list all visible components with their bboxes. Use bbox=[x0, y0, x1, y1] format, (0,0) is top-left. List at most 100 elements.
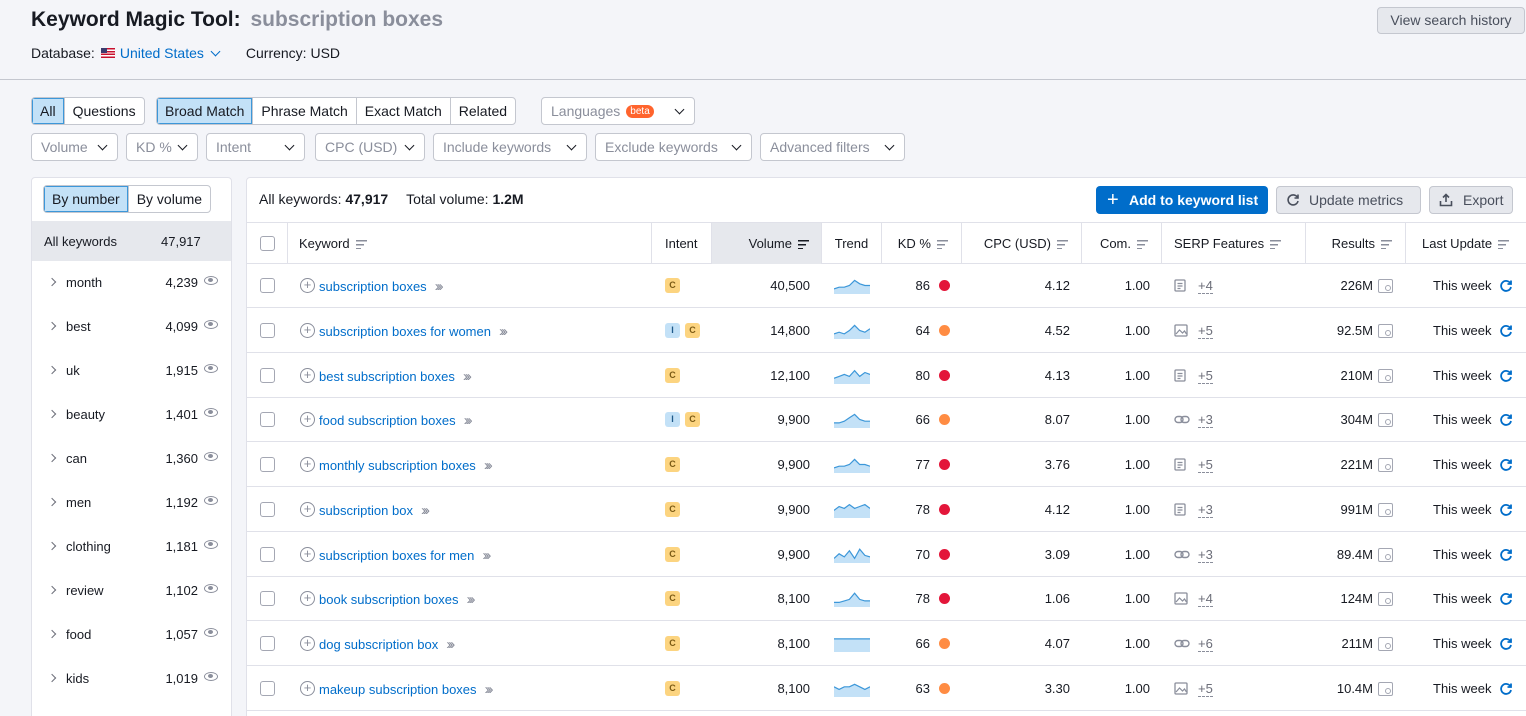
advanced-filters[interactable]: Advanced filters bbox=[760, 133, 905, 161]
eye-icon[interactable] bbox=[204, 320, 218, 329]
keyword-link[interactable]: subscription boxes for men bbox=[319, 548, 475, 563]
add-to-keyword-list-button[interactable]: + Add to keyword list bbox=[1096, 186, 1268, 214]
sidebar-group-item[interactable]: can 1,360 bbox=[32, 437, 231, 481]
serp-snippet-icon[interactable] bbox=[1174, 458, 1188, 471]
serp-preview-icon[interactable] bbox=[1378, 682, 1393, 696]
sidebar-group-item[interactable]: best 4,099 bbox=[32, 305, 231, 349]
serp-more-features[interactable]: +4 bbox=[1198, 278, 1213, 294]
chevron-right-icon[interactable] bbox=[47, 453, 57, 463]
refresh-icon[interactable] bbox=[1499, 548, 1513, 562]
intent-badge[interactable]: C bbox=[665, 681, 680, 696]
serp-more-features[interactable]: +3 bbox=[1198, 502, 1213, 518]
refresh-icon[interactable] bbox=[1499, 369, 1513, 383]
add-keyword-icon[interactable]: + bbox=[300, 368, 315, 383]
column-volume[interactable]: Volume bbox=[712, 223, 822, 264]
eye-icon[interactable] bbox=[204, 452, 218, 461]
keyword-details-icon[interactable]: ››› bbox=[466, 591, 475, 608]
tab-exact-match[interactable]: Exact Match bbox=[357, 98, 451, 124]
eye-icon[interactable] bbox=[204, 628, 218, 637]
chevron-right-icon[interactable] bbox=[47, 629, 57, 639]
intent-badge[interactable]: C bbox=[685, 323, 700, 338]
add-keyword-icon[interactable]: + bbox=[300, 457, 315, 472]
add-keyword-icon[interactable]: + bbox=[300, 502, 315, 517]
row-checkbox[interactable] bbox=[260, 368, 275, 383]
languages-dropdown[interactable]: Languages beta bbox=[541, 97, 695, 125]
column-serp-features[interactable]: SERP Features bbox=[1162, 223, 1306, 264]
serp-more-features[interactable]: +4 bbox=[1198, 591, 1213, 607]
eye-icon[interactable] bbox=[204, 364, 218, 373]
keyword-details-icon[interactable]: ››› bbox=[463, 412, 473, 429]
row-checkbox[interactable] bbox=[260, 323, 275, 338]
tab-related[interactable]: Related bbox=[458, 103, 508, 119]
add-keyword-icon[interactable]: + bbox=[300, 323, 315, 338]
serp-more-features[interactable]: +5 bbox=[1198, 323, 1213, 339]
intent-badge[interactable]: C bbox=[665, 502, 680, 517]
tab-by-number[interactable]: By number bbox=[44, 186, 129, 212]
refresh-icon[interactable] bbox=[1499, 592, 1513, 606]
row-checkbox[interactable] bbox=[260, 636, 275, 651]
chevron-right-icon[interactable] bbox=[47, 321, 57, 331]
serp-preview-icon[interactable] bbox=[1378, 413, 1393, 427]
keyword-link[interactable]: monthly subscription boxes bbox=[319, 458, 476, 473]
export-button[interactable]: Export bbox=[1429, 186, 1513, 214]
keyword-details-icon[interactable]: ››› bbox=[484, 681, 494, 698]
add-keyword-icon[interactable]: + bbox=[300, 591, 315, 606]
row-checkbox[interactable] bbox=[260, 547, 275, 562]
include-keywords-filter[interactable]: Include keywords bbox=[433, 133, 587, 161]
sidebar-group-item[interactable]: uk 1,915 bbox=[32, 349, 231, 393]
keyword-link[interactable]: subscription boxes for women bbox=[319, 324, 491, 339]
keyword-details-icon[interactable]: ››› bbox=[446, 636, 455, 653]
eye-icon[interactable] bbox=[204, 540, 218, 549]
column-last-update[interactable]: Last Update bbox=[1406, 223, 1526, 264]
refresh-icon[interactable] bbox=[1499, 324, 1513, 338]
chevron-down-icon[interactable] bbox=[210, 46, 221, 56]
sidebar-group-item[interactable]: clothing 1,181 bbox=[32, 525, 231, 569]
intent-badge[interactable]: I bbox=[665, 323, 680, 338]
keyword-link[interactable]: makeup subscription boxes bbox=[319, 682, 477, 697]
tab-phrase-match[interactable]: Phrase Match bbox=[253, 98, 357, 124]
chevron-right-icon[interactable] bbox=[47, 409, 57, 419]
refresh-icon[interactable] bbox=[1499, 458, 1513, 472]
add-keyword-icon[interactable]: + bbox=[300, 636, 315, 651]
intent-badge[interactable]: C bbox=[665, 278, 680, 293]
keyword-link[interactable]: food subscription boxes bbox=[319, 413, 456, 428]
serp-preview-icon[interactable] bbox=[1378, 548, 1393, 562]
exclude-keywords-filter[interactable]: Exclude keywords bbox=[595, 133, 752, 161]
sidebar-group-item[interactable]: men 1,192 bbox=[32, 481, 231, 525]
column-keyword[interactable]: Keyword bbox=[288, 223, 652, 264]
intent-badge[interactable]: C bbox=[665, 636, 680, 651]
refresh-icon[interactable] bbox=[1499, 682, 1513, 696]
row-checkbox[interactable] bbox=[260, 412, 275, 427]
serp-image-icon[interactable] bbox=[1174, 324, 1188, 337]
row-checkbox[interactable] bbox=[260, 278, 275, 293]
serp-more-features[interactable]: +5 bbox=[1198, 368, 1213, 384]
serp-preview-icon[interactable] bbox=[1378, 369, 1393, 383]
intent-filter[interactable]: Intent bbox=[206, 133, 305, 161]
kd-filter[interactable]: KD % bbox=[126, 133, 198, 161]
keyword-link[interactable]: subscription box bbox=[319, 503, 413, 518]
chevron-right-icon[interactable] bbox=[47, 277, 57, 287]
sidebar-group-item[interactable]: review 1,102 bbox=[32, 569, 231, 613]
row-checkbox[interactable] bbox=[260, 502, 275, 517]
tab-by-volume[interactable]: By volume bbox=[136, 191, 203, 207]
keyword-details-icon[interactable]: ››› bbox=[498, 323, 508, 340]
eye-icon[interactable] bbox=[204, 408, 218, 417]
intent-badge[interactable]: C bbox=[665, 457, 680, 472]
keyword-details-icon[interactable]: ››› bbox=[462, 368, 472, 385]
row-checkbox[interactable] bbox=[260, 457, 275, 472]
add-keyword-icon[interactable]: + bbox=[300, 412, 315, 427]
serp-preview-icon[interactable] bbox=[1378, 458, 1393, 472]
sidebar-group-item[interactable]: food 1,057 bbox=[32, 613, 231, 657]
serp-preview-icon[interactable] bbox=[1378, 592, 1393, 606]
sidebar-group-item[interactable]: beauty 1,401 bbox=[32, 393, 231, 437]
serp-preview-icon[interactable] bbox=[1378, 279, 1393, 293]
serp-link-icon[interactable] bbox=[1174, 548, 1190, 561]
chevron-right-icon[interactable] bbox=[47, 673, 57, 683]
tab-broad-match[interactable]: Broad Match bbox=[157, 98, 254, 124]
row-checkbox[interactable] bbox=[260, 591, 275, 606]
column-kd[interactable]: KD % bbox=[882, 223, 962, 264]
serp-more-features[interactable]: +5 bbox=[1198, 457, 1213, 473]
serp-link-icon[interactable] bbox=[1174, 413, 1190, 426]
intent-badge[interactable]: C bbox=[685, 412, 700, 427]
tab-questions[interactable]: Questions bbox=[72, 103, 136, 119]
